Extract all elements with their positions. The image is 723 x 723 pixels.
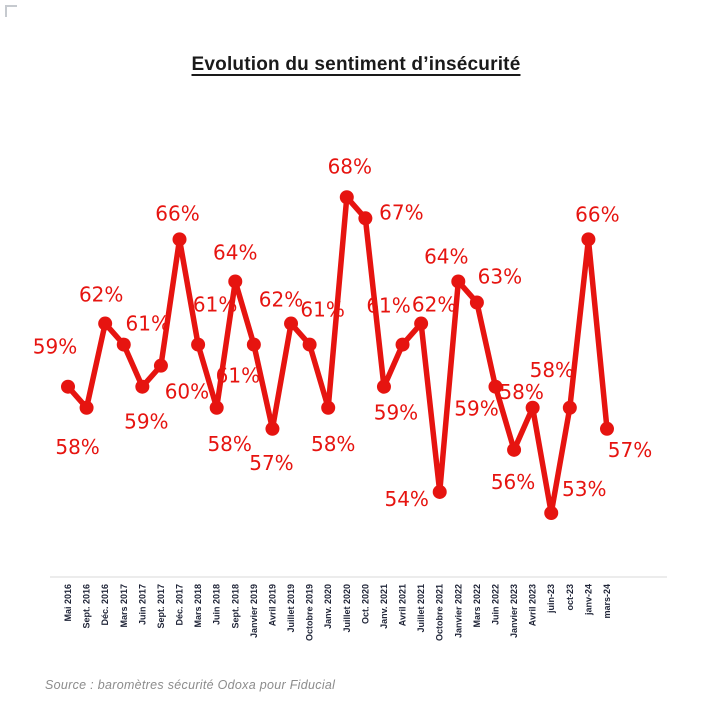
data-point-label: 61% xyxy=(216,364,260,388)
data-point xyxy=(581,232,596,247)
data-point xyxy=(414,316,429,331)
x-tick-label: Juillet 2019 xyxy=(286,584,296,633)
x-tick-label: Sept. 2018 xyxy=(230,584,240,629)
data-point-label: 59% xyxy=(124,410,168,434)
x-tick-label: mars-24 xyxy=(602,584,612,619)
data-point xyxy=(228,274,243,289)
data-point-label: 56% xyxy=(491,470,535,494)
data-point-label: 62% xyxy=(412,293,456,317)
x-tick-label: Juin 2017 xyxy=(137,584,147,625)
x-tick-label: janv-24 xyxy=(583,584,593,616)
data-point xyxy=(599,421,614,436)
x-tick-label: Mars 2017 xyxy=(119,584,129,628)
data-point xyxy=(321,400,336,415)
source-note: Source : baromètres sécurité Odoxa pour … xyxy=(45,678,336,692)
data-point xyxy=(358,211,373,226)
data-point xyxy=(209,400,224,415)
x-tick-label: Avril 2019 xyxy=(267,584,277,626)
data-point-label: 61% xyxy=(126,312,170,336)
data-point-label: 60% xyxy=(165,380,209,404)
data-point xyxy=(284,316,299,331)
data-point xyxy=(507,442,522,457)
data-point-label: 62% xyxy=(79,283,123,307)
series-line xyxy=(65,194,610,516)
data-point-label: 58% xyxy=(530,358,574,382)
data-point xyxy=(61,379,75,394)
data-point xyxy=(469,295,484,310)
x-tick-label: Janvier 2019 xyxy=(249,584,259,638)
data-point-label: 62% xyxy=(259,288,303,312)
x-tick-label: Avril 2021 xyxy=(398,584,408,626)
data-point xyxy=(116,337,131,352)
data-point-label: 59% xyxy=(33,335,77,359)
x-tick-label: Mai 2016 xyxy=(63,584,73,622)
x-tick-label: Déc. 2017 xyxy=(175,584,185,626)
x-tick-label: Mars 2022 xyxy=(472,584,482,628)
data-point-label: 58% xyxy=(311,432,355,456)
data-point xyxy=(302,337,317,352)
x-tick-label: Juillet 2021 xyxy=(416,584,426,633)
corner-artifact xyxy=(5,5,17,17)
data-point xyxy=(525,400,540,415)
x-tick-label: Octobre 2019 xyxy=(305,584,315,641)
x-tick-label: Mars 2018 xyxy=(193,584,203,628)
x-tick-label: Déc. 2016 xyxy=(100,584,110,626)
x-tick-label: Juin 2022 xyxy=(490,584,500,625)
data-point-label: 67% xyxy=(379,200,423,224)
data-point xyxy=(488,379,503,394)
data-point xyxy=(544,506,559,520)
x-tick-label: Oct. 2020 xyxy=(360,584,370,624)
x-tick-label: Sept. 2017 xyxy=(156,584,166,629)
data-point-label: 66% xyxy=(155,201,199,225)
x-tick-label: Janvier 2022 xyxy=(453,584,463,638)
data-point-label: 54% xyxy=(384,487,428,511)
data-point-label: 53% xyxy=(562,477,606,501)
page-title: Evolution du sentiment d’insécurité xyxy=(191,54,521,75)
data-point xyxy=(451,274,466,289)
data-point-label: 64% xyxy=(424,244,468,268)
data-point-label: 59% xyxy=(374,401,418,425)
data-point xyxy=(172,232,187,247)
x-tick-label: Janvier 2023 xyxy=(509,584,519,638)
data-point-label: 57% xyxy=(249,451,293,475)
x-tick-label: Avril 2023 xyxy=(528,584,538,626)
data-point-label: 64% xyxy=(213,240,257,264)
data-point xyxy=(376,379,391,394)
data-point-label: 61% xyxy=(300,298,344,322)
data-point xyxy=(191,337,206,352)
data-point xyxy=(153,358,168,373)
x-tick-label: oct-23 xyxy=(565,584,575,611)
x-tick-label: Sept. 2016 xyxy=(82,584,92,629)
x-tick-label: Janv. 2021 xyxy=(379,584,389,629)
data-point xyxy=(98,316,113,331)
data-point xyxy=(339,190,354,205)
data-point-label: 66% xyxy=(575,202,619,226)
x-tick-label: Janv. 2020 xyxy=(323,584,333,629)
x-tick-label: Octobre 2021 xyxy=(435,584,445,641)
data-point xyxy=(395,337,410,352)
data-point-label: 61% xyxy=(366,294,410,318)
data-point-label: 58% xyxy=(207,432,251,456)
data-point-label: 59% xyxy=(454,397,498,421)
data-point-label: 63% xyxy=(478,265,522,289)
data-point xyxy=(135,379,150,394)
data-point-label: 58% xyxy=(499,380,543,404)
data-point-label: 58% xyxy=(55,435,99,459)
x-tick-label: juin-23 xyxy=(546,584,556,614)
data-point xyxy=(562,400,577,415)
data-point xyxy=(432,484,447,499)
x-tick-label: Juillet 2020 xyxy=(342,584,352,633)
data-point xyxy=(265,421,280,436)
data-point-label: 57% xyxy=(608,438,652,462)
data-point xyxy=(246,337,261,352)
data-point xyxy=(79,400,94,415)
data-point-label: 68% xyxy=(328,154,372,178)
x-tick-label: Juin 2018 xyxy=(212,584,222,625)
data-point-label: 61% xyxy=(193,293,237,317)
